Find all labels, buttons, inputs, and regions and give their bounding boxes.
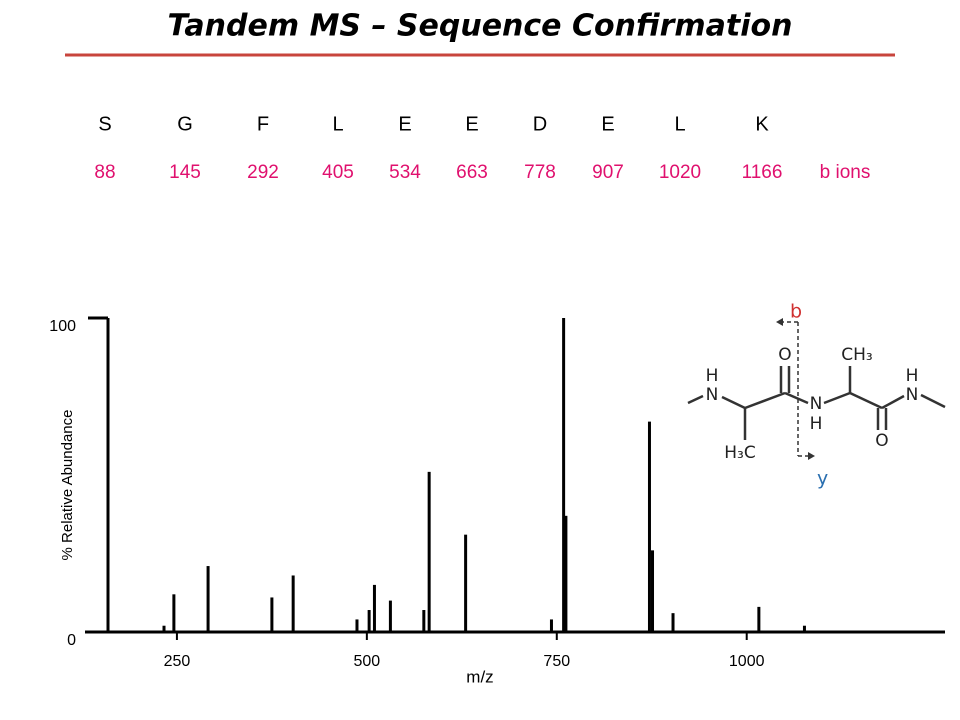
bond xyxy=(744,391,786,410)
peak xyxy=(564,515,568,632)
b-ion-mass: 778 xyxy=(524,162,556,183)
chem-label: N xyxy=(706,385,719,405)
peak xyxy=(388,600,392,632)
b-ions-label: b ions xyxy=(820,162,871,183)
chem-label: N xyxy=(906,385,919,405)
peak xyxy=(647,421,651,632)
b-ion-mass: 405 xyxy=(322,162,354,183)
residue: E xyxy=(465,113,478,135)
bond xyxy=(849,391,883,410)
b-ion-mass: 534 xyxy=(389,162,421,183)
peak xyxy=(802,625,806,632)
chem-label: b xyxy=(790,301,802,323)
x-tick-label: 500 xyxy=(354,653,381,670)
peak xyxy=(549,619,553,632)
residue: S xyxy=(98,113,111,135)
y-arrowhead xyxy=(808,452,815,460)
residue: K xyxy=(755,113,769,135)
peak xyxy=(422,610,426,632)
chem-label: O xyxy=(875,431,888,451)
b-arrowhead xyxy=(776,318,783,326)
residue: E xyxy=(601,113,614,135)
chem-label: H xyxy=(810,414,823,434)
peak xyxy=(355,619,359,632)
peak xyxy=(206,566,210,632)
b-ion-mass: 145 xyxy=(169,162,201,183)
chem-label: O xyxy=(778,345,791,365)
b-ion-mass: 663 xyxy=(456,162,488,183)
b-ion-mass: 292 xyxy=(247,162,279,183)
chem-label: H xyxy=(906,366,919,386)
peak xyxy=(562,318,566,632)
bond xyxy=(721,395,746,410)
x-tick-label: 750 xyxy=(543,653,570,670)
x-axis-label: m/z xyxy=(466,667,493,686)
bond xyxy=(823,391,851,405)
y-axis-label: % Relative Abundance xyxy=(59,410,76,561)
b-ion-mass: 1166 xyxy=(742,162,783,183)
y-tick-label: 0 xyxy=(67,632,76,649)
b-ion-mass: 88 xyxy=(94,162,115,183)
x-tick-label: 250 xyxy=(164,653,191,670)
chem-label: N xyxy=(810,394,823,414)
chem-label: H₃C xyxy=(724,443,755,463)
y-tick-label: 100 xyxy=(49,318,76,335)
chem-label: y xyxy=(817,468,828,490)
residue: L xyxy=(674,113,685,135)
bond xyxy=(784,391,809,405)
peak xyxy=(372,584,376,632)
peak xyxy=(291,575,295,632)
x-tick-label: 1000 xyxy=(729,653,765,670)
peak xyxy=(427,471,431,632)
peak xyxy=(651,550,655,632)
peak xyxy=(671,613,675,632)
residue: E xyxy=(398,113,411,135)
peak xyxy=(162,625,166,632)
b-ion-mass: 907 xyxy=(592,162,624,183)
chem-label: CH₃ xyxy=(841,345,872,365)
bond xyxy=(920,393,946,409)
peak xyxy=(464,534,468,632)
peak xyxy=(270,597,274,632)
residue: D xyxy=(533,113,547,135)
residue: F xyxy=(257,113,269,135)
b-ion-mass: 1020 xyxy=(659,162,701,183)
bond xyxy=(881,394,905,410)
peak xyxy=(757,606,761,632)
peptide-structure xyxy=(687,318,946,460)
chem-label: H xyxy=(706,366,719,386)
peak xyxy=(367,610,371,632)
peak xyxy=(172,594,176,632)
residue: L xyxy=(332,113,343,135)
residue: G xyxy=(177,113,193,135)
bond xyxy=(687,394,704,405)
chart-title: Tandem MS – Sequence Confirmation xyxy=(168,9,793,44)
